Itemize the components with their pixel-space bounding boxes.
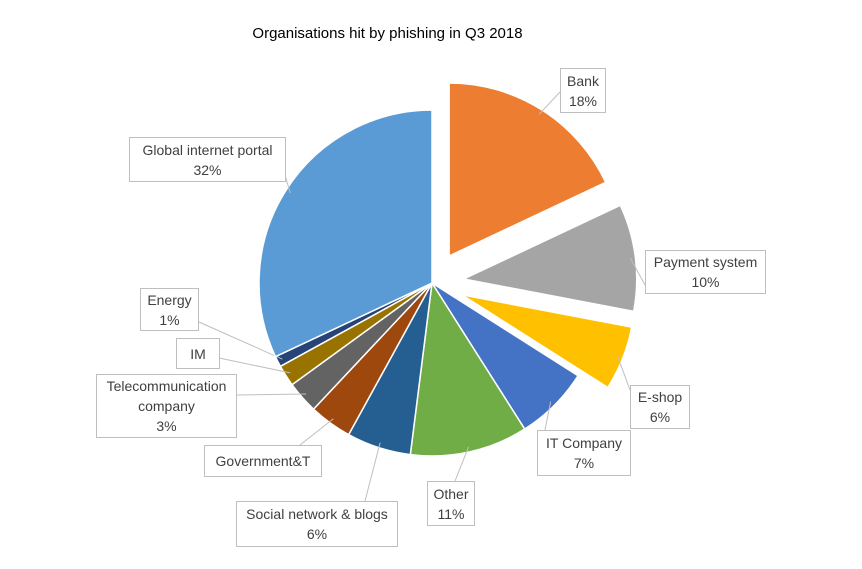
leader-line [299, 418, 334, 446]
value-label: 6% [306, 526, 328, 542]
leader-line [544, 401, 552, 431]
data-label: IT Company 7% [537, 430, 631, 476]
data-label: Telecommunication company 3% [96, 374, 237, 438]
data-label: Payment system 10% [645, 250, 766, 294]
leader-line [538, 91, 561, 115]
value-label: 3% [156, 418, 177, 434]
pie-slice [461, 204, 638, 313]
category-label: Government&T [215, 453, 311, 469]
leader-line [198, 321, 283, 360]
pie-slice [409, 280, 526, 457]
category-label: Global internet portal [142, 141, 273, 158]
data-label: Government&T [204, 445, 322, 477]
chart-title: Organisations hit by phishing in Q3 2018 [252, 25, 523, 42]
value-label: 18% [568, 92, 598, 109]
value-label: 10% [691, 274, 720, 290]
data-label: Energy 1% [140, 288, 199, 331]
leader-line [454, 446, 470, 482]
data-label: Social network & blogs 6% [236, 501, 398, 547]
category-label: Bank [567, 72, 599, 89]
category-label: Other [433, 485, 469, 502]
value-label: 11% [437, 505, 465, 522]
value-label: 7% [573, 455, 595, 471]
leader-line [617, 356, 631, 391]
leader-line [218, 357, 291, 374]
data-label: Global internet portal 32% [129, 137, 286, 182]
data-label: IM [176, 338, 220, 369]
category-label: IM [190, 345, 206, 362]
category-label: Payment system [653, 254, 758, 270]
category-label: IT Company [546, 435, 622, 451]
category-label: Telecommunication company [106, 378, 227, 414]
category-label: Energy [147, 291, 192, 308]
data-label: Other 11% [427, 481, 475, 526]
pie-slice [448, 82, 607, 258]
data-label: Bank 18% [560, 68, 606, 113]
leader-line [364, 442, 381, 502]
leader-line [236, 393, 307, 396]
category-label: Social network & blogs [246, 506, 388, 522]
category-label: E-shop [637, 389, 683, 405]
pie-slice [461, 294, 633, 389]
leader-line [629, 257, 646, 286]
value-label: 32% [193, 161, 222, 178]
pie-slice [258, 109, 433, 358]
value-label: 6% [649, 409, 671, 425]
value-label: 1% [159, 311, 180, 328]
data-label: E-shop 6% [630, 385, 690, 429]
